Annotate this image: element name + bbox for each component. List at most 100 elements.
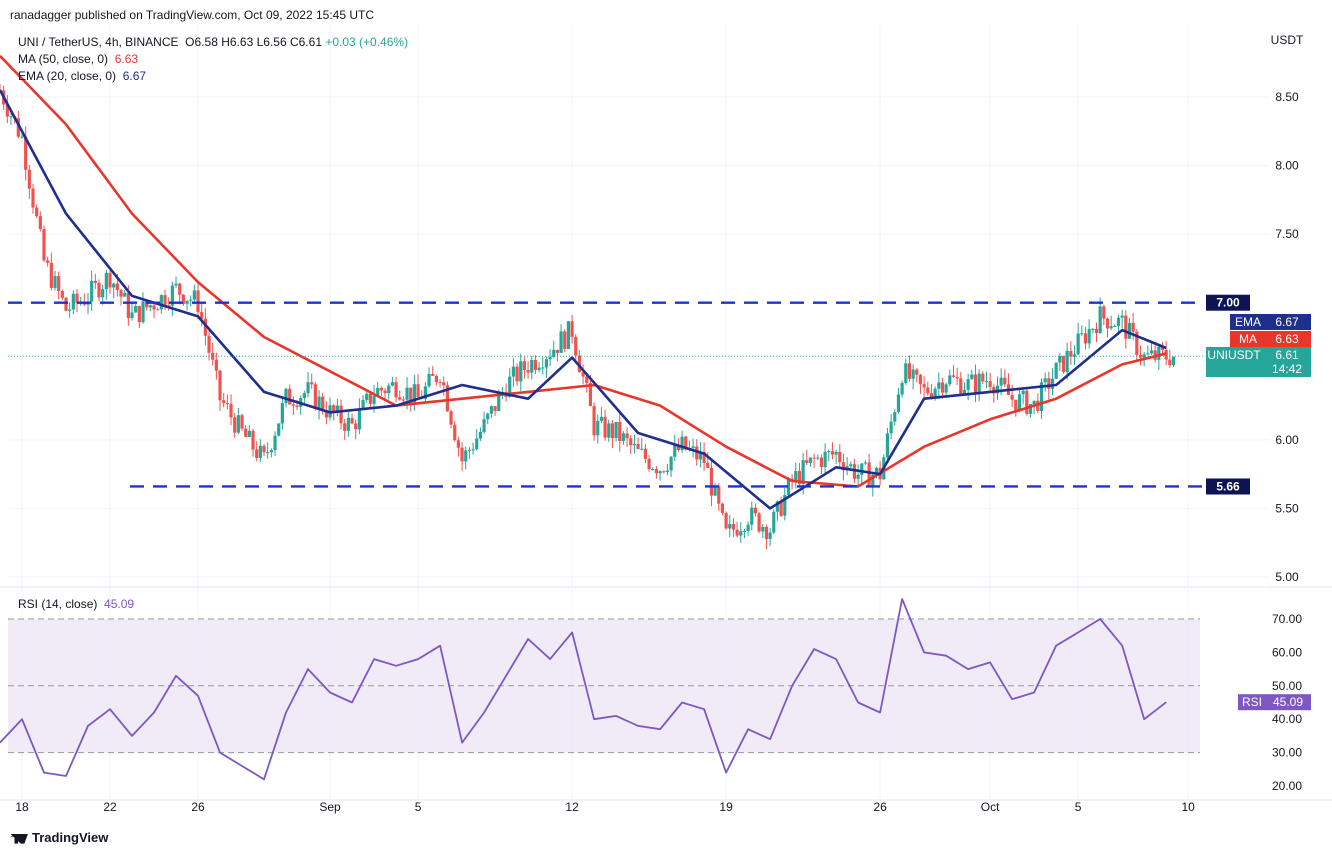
ema-legend[interactable]: EMA (20, close, 0) 6.67: [18, 69, 146, 83]
candle-body: [607, 423, 611, 438]
level-tag: [1206, 294, 1250, 311]
candle-body: [101, 289, 105, 298]
candle-body: [203, 318, 207, 336]
candle-body: [1069, 350, 1073, 357]
candle-body: [258, 445, 262, 458]
candle-body: [262, 445, 266, 453]
candle-body: [456, 440, 460, 448]
candle-body: [907, 363, 912, 379]
candle-body: [841, 462, 846, 471]
candle-body: [962, 389, 967, 395]
candle-body: [24, 136, 28, 170]
candle-body: [786, 478, 791, 496]
price-tag-label: EMA: [1235, 315, 1261, 329]
candle-body: [273, 435, 277, 451]
candle-body: [38, 216, 42, 230]
candle-body: [130, 312, 134, 319]
candle-body: [515, 366, 519, 382]
candle-body: [207, 335, 211, 353]
candle-body: [394, 382, 398, 398]
candle-body: [372, 395, 376, 404]
candle-body: [192, 290, 196, 300]
ma-legend-value: 6.63: [114, 52, 139, 66]
rsi-legend[interactable]: RSI (14, close) 45.09: [18, 597, 134, 611]
candle-body: [739, 531, 743, 536]
candle-body: [585, 376, 589, 384]
candle-body: [673, 445, 677, 457]
rsi-legend-label: RSI (14, close): [18, 597, 98, 611]
candle-body: [16, 118, 20, 137]
candle-body: [574, 336, 578, 356]
candle-body: [277, 423, 281, 436]
price-tick-label: 5.50: [1275, 501, 1299, 515]
candle-body: [717, 486, 721, 504]
candle-body: [867, 462, 871, 487]
candle-body: [178, 283, 182, 295]
candle-body: [324, 411, 328, 418]
candle-body: [1102, 306, 1106, 319]
candle-body: [1083, 333, 1088, 344]
rsi-tick-label: 70.00: [1272, 612, 1302, 626]
candle-body: [757, 513, 761, 532]
candle-body: [970, 374, 974, 380]
candle-body: [1032, 400, 1036, 405]
candle-body: [885, 433, 890, 458]
candle-body: [581, 372, 585, 377]
time-tick-label: 5: [1075, 800, 1082, 814]
candle-body: [966, 379, 970, 390]
candle-body: [478, 431, 483, 439]
ema-legend-value: 6.67: [122, 69, 147, 83]
candle-body: [746, 524, 750, 531]
candle-body: [1050, 378, 1055, 389]
candle-body: [1109, 326, 1113, 329]
candle-body: [1021, 390, 1025, 395]
candle-body: [541, 367, 545, 369]
candle-body: [46, 260, 50, 263]
ma-legend[interactable]: MA (50, close, 0) 6.63: [18, 52, 138, 66]
candle-body: [651, 469, 655, 471]
symbol-line: UNI / TetherUS, 4h, BINANCE O6.58 H6.63 …: [18, 35, 408, 49]
candle-body: [214, 359, 218, 371]
candle-body: [742, 530, 747, 532]
candle-body: [797, 471, 802, 485]
candle-body: [310, 382, 314, 385]
price-tag-value: 6.63: [1275, 332, 1299, 346]
candle-body: [119, 290, 123, 297]
candle-body: [753, 507, 758, 514]
candle-body: [1028, 404, 1033, 414]
price-tick-label: 8.00: [1275, 159, 1299, 173]
candle-body: [115, 283, 119, 291]
price-tag-label: UNIUSDT: [1207, 348, 1261, 362]
candle-body: [566, 321, 571, 349]
rsi-tag-value: 45.09: [1273, 695, 1303, 709]
candle-body: [827, 451, 831, 453]
symbol-label[interactable]: UNI / TetherUS, 4h, BINANCE: [18, 35, 179, 49]
candle-body: [266, 452, 270, 454]
candle-body: [20, 136, 24, 138]
candle-body: [1094, 328, 1099, 334]
candle-body: [977, 373, 981, 393]
time-tick-label: 10: [1181, 800, 1195, 814]
time-tick-label: 26: [873, 800, 887, 814]
candle-body: [955, 376, 959, 379]
candle-body: [995, 385, 1000, 394]
candle-body: [559, 331, 563, 353]
price-tag-label-bg: [1230, 314, 1266, 330]
candle-body: [724, 512, 728, 529]
candle-body: [5, 104, 9, 117]
candle-body: [618, 421, 622, 442]
candle-body: [596, 420, 600, 436]
candle-body: [911, 369, 915, 379]
candle-body: [401, 399, 405, 401]
candle-body: [937, 382, 941, 389]
candle-body: [761, 526, 765, 532]
level-tag: [1206, 478, 1250, 495]
candle-body: [610, 423, 615, 439]
price-tag-countdown: 14:42: [1272, 362, 1302, 376]
tradingview-logo[interactable]: TradingView: [10, 830, 108, 845]
candle-body: [405, 387, 409, 400]
publisher-text: ranadagger published on TradingView.com,…: [10, 8, 375, 22]
candle-body: [269, 450, 273, 453]
candle-body: [533, 359, 538, 370]
